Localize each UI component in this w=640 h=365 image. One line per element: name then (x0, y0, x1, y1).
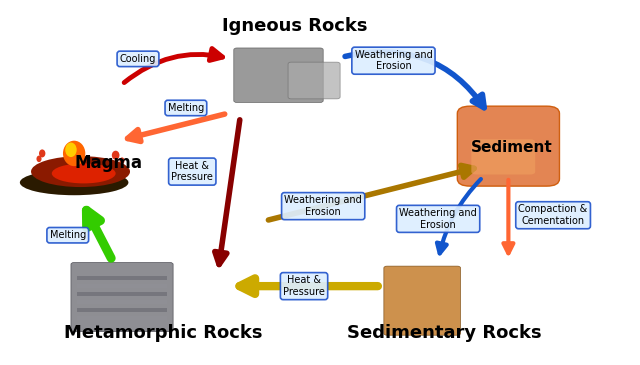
Ellipse shape (65, 142, 77, 157)
FancyBboxPatch shape (77, 276, 167, 280)
Ellipse shape (36, 155, 42, 162)
Ellipse shape (31, 156, 130, 187)
Ellipse shape (20, 170, 129, 195)
Ellipse shape (120, 157, 125, 164)
Ellipse shape (52, 164, 116, 183)
FancyBboxPatch shape (71, 262, 173, 331)
Text: Weathering and
Erosion: Weathering and Erosion (399, 208, 477, 230)
FancyBboxPatch shape (458, 106, 559, 186)
FancyBboxPatch shape (234, 48, 323, 103)
Text: Melting: Melting (50, 230, 86, 240)
Text: Sediment: Sediment (470, 141, 552, 155)
Ellipse shape (39, 149, 45, 157)
Text: Melting: Melting (168, 103, 204, 113)
Text: Igneous Rocks: Igneous Rocks (221, 17, 367, 35)
FancyBboxPatch shape (77, 292, 167, 296)
FancyBboxPatch shape (77, 284, 167, 288)
FancyBboxPatch shape (288, 62, 340, 99)
Ellipse shape (112, 151, 120, 160)
FancyBboxPatch shape (77, 308, 167, 312)
Text: Heat &
Pressure: Heat & Pressure (283, 275, 325, 297)
FancyBboxPatch shape (77, 316, 167, 320)
FancyBboxPatch shape (77, 300, 167, 304)
Text: Metamorphic Rocks: Metamorphic Rocks (64, 324, 263, 342)
FancyBboxPatch shape (384, 266, 461, 335)
Text: Compaction &
Cementation: Compaction & Cementation (518, 204, 588, 226)
Text: Heat &
Pressure: Heat & Pressure (172, 161, 213, 182)
Ellipse shape (63, 141, 85, 166)
Text: Weathering and
Erosion: Weathering and Erosion (284, 195, 362, 217)
Text: Magma: Magma (74, 154, 142, 172)
Text: Weathering and
Erosion: Weathering and Erosion (355, 50, 432, 72)
FancyBboxPatch shape (471, 139, 535, 174)
Text: Cooling: Cooling (120, 54, 156, 64)
Text: Sedimentary Rocks: Sedimentary Rocks (348, 324, 542, 342)
